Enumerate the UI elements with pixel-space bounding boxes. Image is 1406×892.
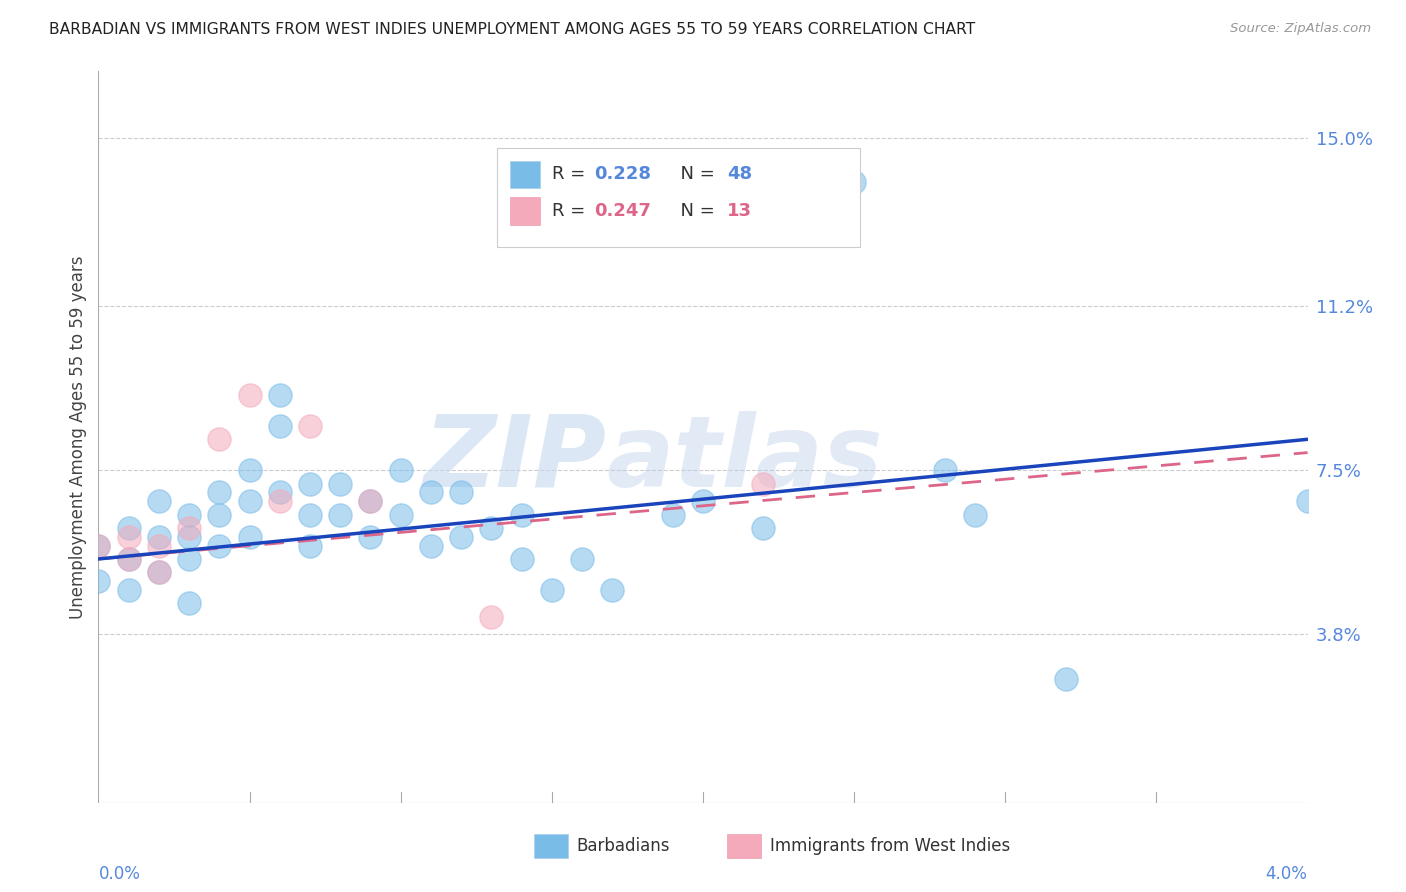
Point bbox=[420, 539, 443, 553]
Point bbox=[360, 530, 382, 544]
Point bbox=[269, 419, 291, 434]
Point bbox=[420, 485, 443, 500]
Text: 0.228: 0.228 bbox=[595, 166, 651, 184]
Point bbox=[844, 175, 866, 189]
Point bbox=[481, 521, 503, 535]
Point bbox=[179, 552, 201, 566]
Point bbox=[118, 552, 141, 566]
Point bbox=[299, 476, 322, 491]
Point bbox=[934, 463, 956, 477]
Point bbox=[148, 539, 170, 553]
Point bbox=[179, 530, 201, 544]
Point bbox=[389, 463, 412, 477]
Point bbox=[299, 419, 322, 434]
FancyBboxPatch shape bbox=[498, 148, 860, 247]
Point bbox=[602, 582, 624, 597]
Point bbox=[179, 521, 201, 535]
Text: R =: R = bbox=[553, 166, 591, 184]
Point bbox=[239, 494, 262, 508]
Text: 13: 13 bbox=[727, 202, 752, 220]
Point bbox=[118, 582, 141, 597]
Text: atlas: atlas bbox=[606, 410, 883, 508]
Point bbox=[965, 508, 987, 522]
Point bbox=[450, 485, 472, 500]
Point bbox=[329, 476, 352, 491]
Point bbox=[360, 494, 382, 508]
Point bbox=[208, 508, 231, 522]
FancyBboxPatch shape bbox=[727, 834, 761, 858]
Point bbox=[239, 388, 262, 402]
Point bbox=[752, 521, 775, 535]
Point bbox=[87, 539, 110, 553]
Text: 4.0%: 4.0% bbox=[1265, 865, 1308, 883]
Point bbox=[541, 582, 564, 597]
Point bbox=[329, 508, 352, 522]
Point bbox=[148, 530, 170, 544]
Point bbox=[118, 521, 141, 535]
Text: Immigrants from West Indies: Immigrants from West Indies bbox=[769, 837, 1010, 855]
Point bbox=[87, 539, 110, 553]
Point bbox=[179, 596, 201, 610]
FancyBboxPatch shape bbox=[509, 197, 540, 225]
Point bbox=[481, 609, 503, 624]
Point bbox=[87, 574, 110, 589]
Point bbox=[662, 508, 685, 522]
Text: R =: R = bbox=[553, 202, 591, 220]
Point bbox=[510, 508, 533, 522]
Point bbox=[269, 388, 291, 402]
Point bbox=[148, 566, 170, 580]
Text: Source: ZipAtlas.com: Source: ZipAtlas.com bbox=[1230, 22, 1371, 36]
FancyBboxPatch shape bbox=[534, 834, 568, 858]
Point bbox=[299, 508, 322, 522]
Text: 48: 48 bbox=[727, 166, 752, 184]
Point bbox=[299, 539, 322, 553]
Text: N =: N = bbox=[669, 202, 721, 220]
Point bbox=[208, 485, 231, 500]
Point bbox=[269, 485, 291, 500]
Point bbox=[179, 508, 201, 522]
Point bbox=[1296, 494, 1319, 508]
Point bbox=[1054, 672, 1077, 686]
Point bbox=[148, 566, 170, 580]
Point bbox=[389, 508, 412, 522]
Text: Barbadians: Barbadians bbox=[576, 837, 669, 855]
Text: N =: N = bbox=[669, 166, 721, 184]
Point bbox=[239, 463, 262, 477]
Point bbox=[510, 552, 533, 566]
Text: ZIP: ZIP bbox=[423, 410, 606, 508]
Point bbox=[208, 432, 231, 446]
Y-axis label: Unemployment Among Ages 55 to 59 years: Unemployment Among Ages 55 to 59 years bbox=[69, 255, 87, 619]
Point bbox=[571, 552, 593, 566]
Point bbox=[239, 530, 262, 544]
Point bbox=[118, 530, 141, 544]
Point bbox=[692, 494, 714, 508]
Point bbox=[360, 494, 382, 508]
Point bbox=[118, 552, 141, 566]
Text: 0.247: 0.247 bbox=[595, 202, 651, 220]
Text: BARBADIAN VS IMMIGRANTS FROM WEST INDIES UNEMPLOYMENT AMONG AGES 55 TO 59 YEARS : BARBADIAN VS IMMIGRANTS FROM WEST INDIES… bbox=[49, 22, 976, 37]
Point bbox=[269, 494, 291, 508]
FancyBboxPatch shape bbox=[509, 161, 540, 188]
Point bbox=[450, 530, 472, 544]
Point bbox=[148, 494, 170, 508]
Text: 0.0%: 0.0% bbox=[98, 865, 141, 883]
Point bbox=[752, 476, 775, 491]
Point bbox=[208, 539, 231, 553]
